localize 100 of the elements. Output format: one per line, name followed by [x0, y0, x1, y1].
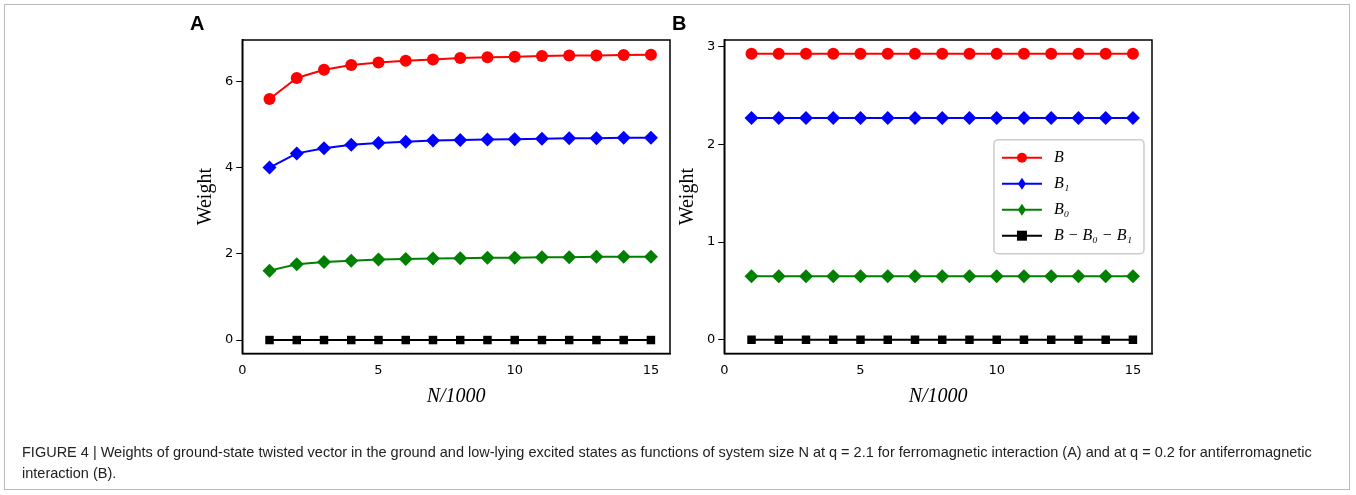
- point: [962, 111, 977, 126]
- point: [589, 249, 604, 264]
- point: [827, 47, 840, 60]
- point: [799, 111, 813, 126]
- y-tick-label: 0: [224, 331, 234, 347]
- point: [910, 335, 920, 344]
- point: [262, 160, 277, 175]
- point: [289, 146, 304, 161]
- point: [507, 250, 522, 265]
- x-tick-label: 5: [374, 361, 383, 377]
- point: [616, 130, 631, 145]
- legend-label: B₀: [1053, 199, 1070, 217]
- point: [745, 47, 758, 60]
- point: [1071, 269, 1086, 284]
- y-tick-label: 2: [224, 245, 234, 261]
- point: [399, 54, 412, 67]
- x-axis-title: N/1000: [907, 384, 968, 407]
- point: [483, 335, 492, 345]
- point: [290, 71, 303, 84]
- point: [317, 255, 331, 270]
- point: [1098, 269, 1113, 284]
- point: [990, 47, 1003, 60]
- legend-label: B − B₀ − B₁: [1053, 225, 1133, 243]
- point: [481, 51, 494, 64]
- point: [771, 269, 786, 284]
- point: [774, 335, 783, 344]
- point: [907, 111, 922, 126]
- point: [1072, 47, 1085, 60]
- point: [425, 251, 440, 266]
- x-tick-label: 10: [988, 361, 1005, 377]
- point: [372, 56, 385, 69]
- point: [453, 133, 468, 148]
- point: [856, 335, 865, 344]
- legend-label: B: [1053, 147, 1064, 165]
- point: [425, 133, 440, 148]
- point: [508, 50, 521, 63]
- point: [1017, 47, 1030, 60]
- point: [854, 47, 867, 60]
- chart-title: A: [190, 11, 205, 34]
- point: [1016, 111, 1031, 126]
- point: [426, 53, 439, 66]
- point: [801, 335, 811, 344]
- chart-title: B: [672, 11, 687, 34]
- point: [771, 111, 786, 126]
- point: [534, 131, 549, 146]
- point: [317, 141, 331, 156]
- point: [989, 269, 1004, 284]
- point: [1125, 111, 1140, 126]
- point: [1016, 269, 1031, 284]
- point: [772, 47, 785, 60]
- point: [1101, 335, 1110, 344]
- point: [318, 63, 330, 76]
- point: [853, 111, 868, 126]
- point: [374, 335, 383, 345]
- point: [799, 269, 813, 284]
- point: [289, 257, 304, 272]
- point: [962, 269, 977, 284]
- point: [643, 249, 658, 264]
- legend-label: B₁: [1053, 173, 1070, 191]
- point: [907, 269, 922, 284]
- point: [1098, 111, 1113, 126]
- point: [800, 47, 812, 60]
- x-tick-label: 15: [642, 361, 660, 377]
- y-tick-label: 6: [224, 72, 234, 88]
- point: [592, 335, 601, 345]
- point: [908, 47, 921, 60]
- point: [1074, 335, 1083, 344]
- point: [1044, 269, 1059, 284]
- point: [453, 251, 468, 266]
- point: [643, 130, 658, 145]
- point: [617, 49, 630, 62]
- point: [1099, 47, 1112, 60]
- point: [616, 249, 631, 264]
- point: [881, 47, 894, 60]
- y-tick-label: 3: [706, 38, 716, 54]
- point: [589, 131, 604, 146]
- y-tick-label: 4: [224, 158, 234, 174]
- point: [1071, 111, 1086, 126]
- point: [935, 111, 950, 126]
- point: [263, 93, 276, 106]
- point: [1019, 335, 1029, 344]
- point: [937, 335, 947, 344]
- x-tick-label: 15: [1124, 361, 1142, 377]
- point: [398, 251, 413, 266]
- point: [744, 111, 759, 126]
- point: [563, 49, 576, 62]
- point: [262, 263, 277, 278]
- point: [965, 335, 974, 344]
- point: [401, 335, 410, 345]
- y-tick-label: 2: [706, 135, 716, 151]
- point: [880, 111, 895, 126]
- point: [880, 269, 895, 284]
- y-tick-label: 0: [706, 331, 716, 347]
- point: [747, 335, 756, 344]
- point: [1045, 47, 1058, 60]
- point: [562, 131, 577, 146]
- point: [1128, 335, 1138, 344]
- point: [744, 269, 759, 284]
- point: [644, 48, 657, 61]
- point: [590, 49, 603, 62]
